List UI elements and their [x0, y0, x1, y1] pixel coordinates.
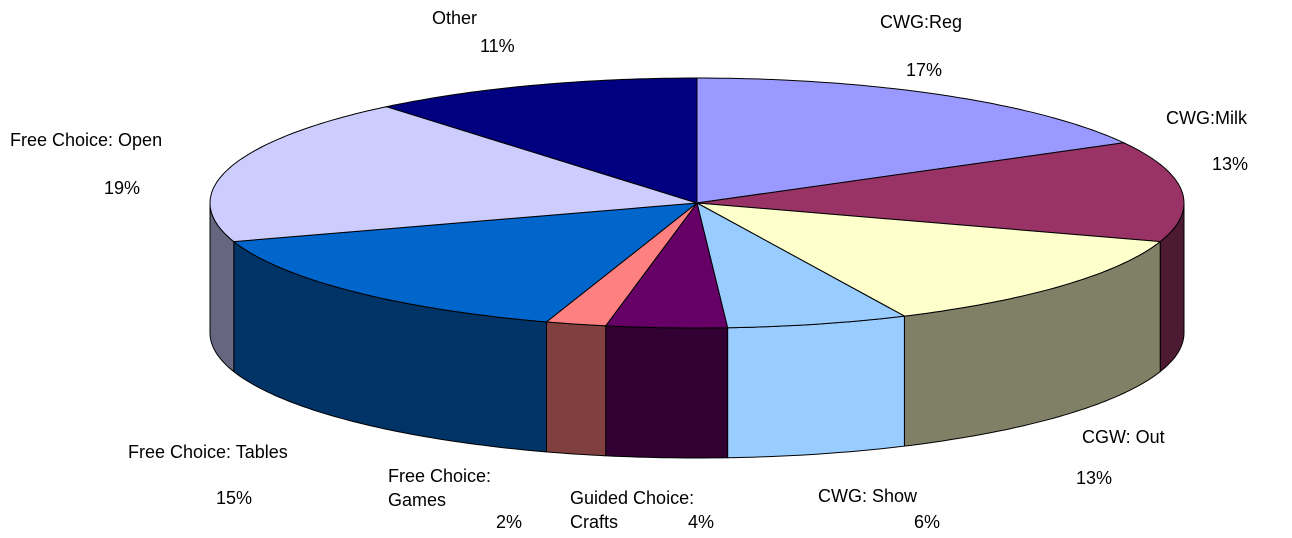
slice-value-label: 13%	[1212, 154, 1249, 174]
slice-side	[727, 315, 905, 459]
slice-side	[605, 325, 729, 459]
slice	[696, 142, 1185, 243]
slice-side	[546, 321, 607, 457]
slice-label: CWG:Reg	[880, 12, 963, 32]
slice-label: CGW: Out	[1082, 427, 1165, 447]
slice-value-label: 17%	[906, 60, 943, 80]
slice	[209, 106, 698, 243]
slice-value-label: 6%	[914, 512, 941, 532]
slice	[545, 202, 698, 327]
slice-label: CWG: Show	[818, 486, 918, 506]
slice-value-label: 15%	[216, 488, 253, 508]
slice	[384, 77, 698, 204]
slice-label: Other	[432, 8, 478, 28]
slice-label: Guided Choice: Crafts	[570, 488, 695, 532]
slice-label: Free Choice: Open	[10, 130, 163, 150]
slice-label: CWG:Milk	[1166, 108, 1247, 128]
slice-value-label: 11%	[480, 36, 515, 56]
slice	[232, 202, 699, 323]
slice-label: Free Choice: Tables	[128, 442, 288, 462]
slice-value-label: 4%	[688, 512, 715, 532]
slice-value-label: 19%	[104, 178, 141, 198]
slice	[696, 202, 1162, 317]
slice	[604, 201, 729, 329]
slice	[696, 77, 1126, 204]
slice-value-label: 2%	[496, 512, 523, 532]
slice	[696, 202, 907, 329]
slice-label: Free Choice: Games	[388, 466, 492, 510]
slice-value-label: 13%	[1076, 468, 1113, 488]
